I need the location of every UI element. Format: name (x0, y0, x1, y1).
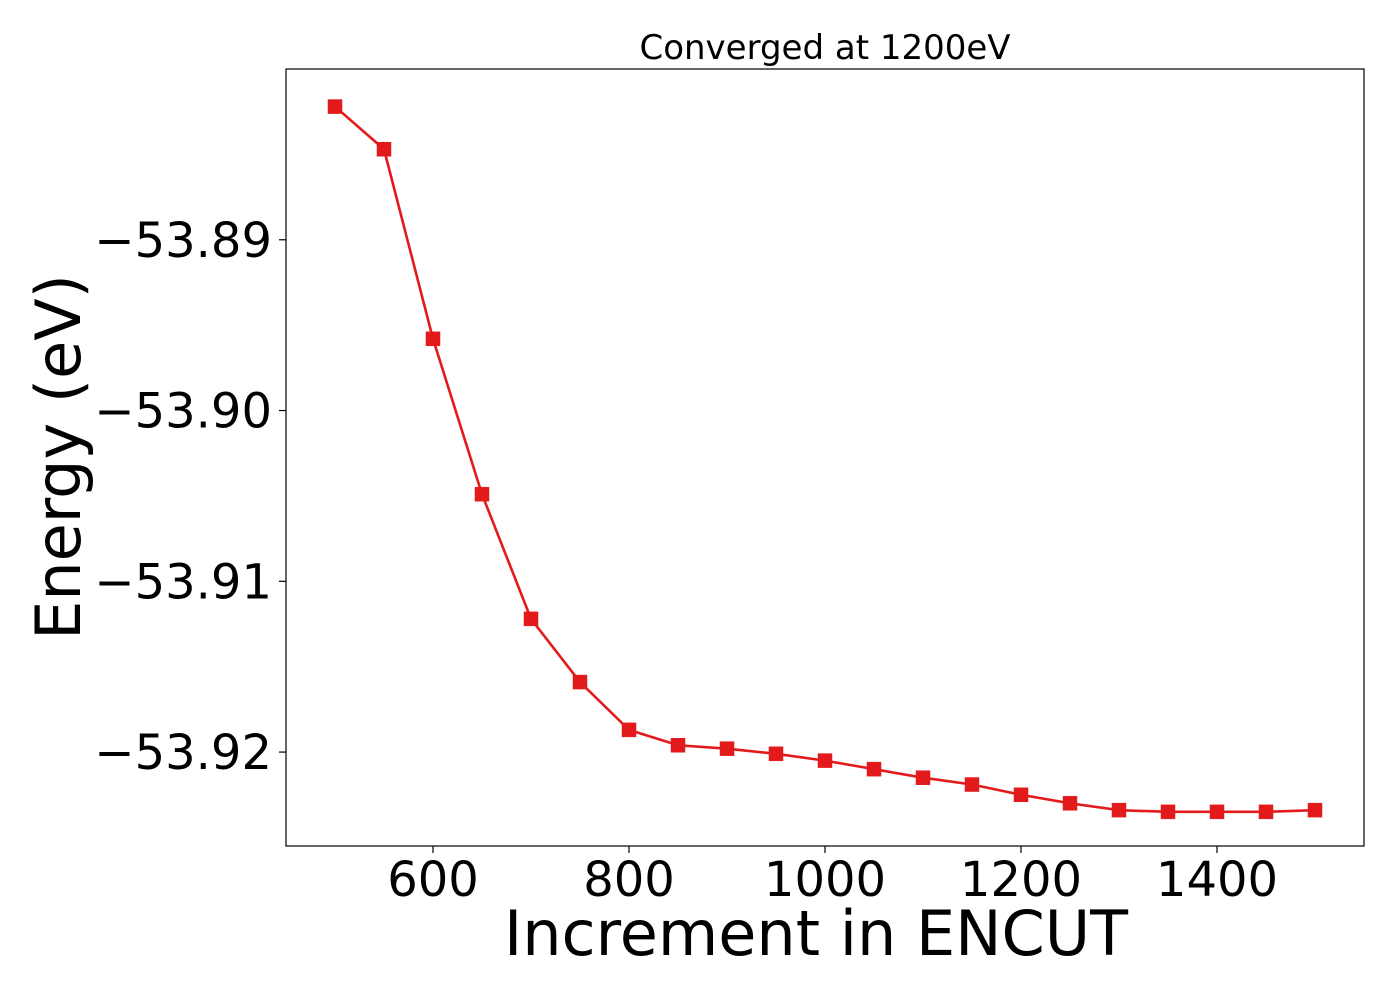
x-axis-ticks: 600 800 1000 1200 1400 (387, 846, 1278, 908)
data-point (523, 611, 539, 627)
data-point (1209, 804, 1225, 820)
y-tick-label: −53.91 (94, 554, 272, 610)
data-point (1307, 802, 1323, 818)
chart-title: Converged at 1200eV (639, 28, 1010, 68)
data-point (768, 746, 784, 762)
data-point (964, 777, 980, 792)
data-point (1258, 804, 1274, 820)
data-point (621, 722, 637, 738)
y-tick-label: −53.92 (94, 725, 272, 781)
data-point (327, 99, 343, 114)
data-point (1013, 787, 1029, 803)
data-point (474, 486, 490, 502)
x-axis-label: Increment in ENCUT (504, 897, 1129, 970)
data-point (670, 737, 686, 753)
data-point (572, 674, 588, 690)
x-tick-label: 1000 (764, 852, 886, 908)
data-point (425, 331, 441, 347)
plot-area (327, 99, 1323, 820)
data-point (719, 741, 735, 756)
y-axis-ticks: −53.89 −53.90 −53.91 −53.92 (94, 213, 286, 781)
x-tick-label: 1400 (1156, 852, 1278, 908)
data-point (1111, 802, 1127, 818)
data-point (1160, 804, 1176, 820)
data-point (376, 142, 392, 157)
y-tick-label: −53.90 (94, 384, 272, 440)
x-tick-label: 800 (583, 852, 675, 908)
y-tick-label: −53.89 (94, 213, 272, 269)
data-point (866, 761, 882, 777)
data-point (817, 753, 833, 768)
data-point (1062, 796, 1078, 811)
x-tick-label: 600 (387, 852, 479, 908)
data-point (915, 770, 931, 785)
y-axis-label: Energy (eV) (22, 274, 95, 640)
x-tick-label: 1200 (960, 852, 1082, 908)
